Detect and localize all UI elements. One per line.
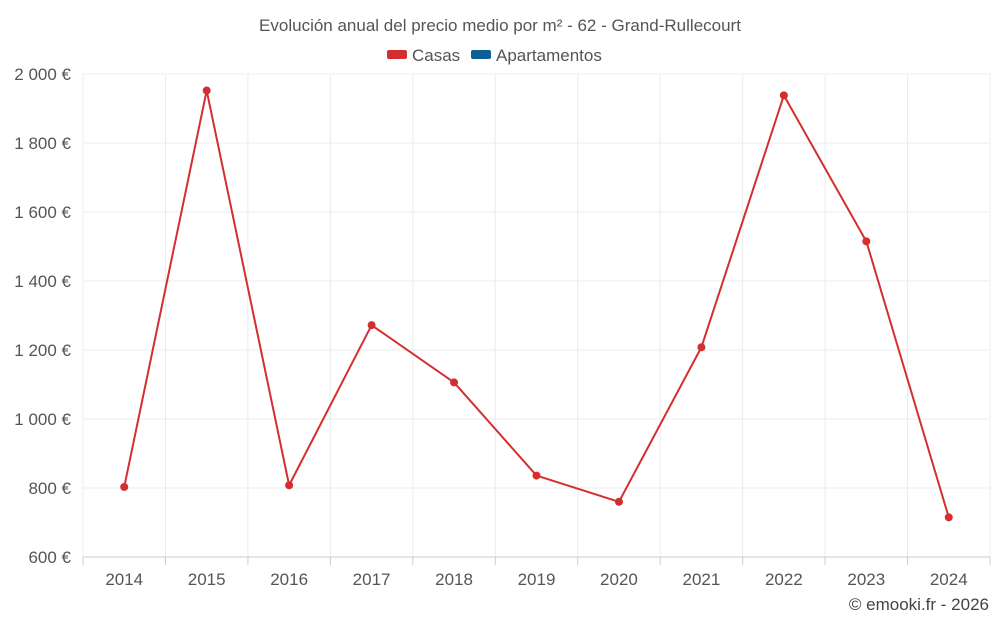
data-point [944, 513, 953, 522]
y-tick-label: 1 200 € [14, 341, 71, 360]
gridlines [82, 73, 991, 557]
data-point [614, 497, 623, 506]
data-point [779, 91, 788, 100]
x-tick-label: 2016 [270, 570, 308, 589]
data-point [697, 343, 706, 352]
legend-label-apartamentos: Apartamentos [496, 46, 602, 65]
y-tick-label: 1 400 € [14, 272, 71, 291]
x-tick-label: 2017 [353, 570, 391, 589]
x-tick-label: 2014 [105, 570, 143, 589]
legend-label-casas: Casas [412, 46, 460, 65]
y-tick-label: 600 € [28, 548, 71, 567]
data-point [285, 481, 294, 490]
series-layer [120, 86, 953, 522]
data-point [202, 86, 211, 95]
legend-item-apartamentos[interactable]: Apartamentos [471, 46, 602, 65]
x-tick-label: 2018 [435, 570, 473, 589]
data-point [120, 482, 129, 491]
x-tick-label: 2023 [847, 570, 885, 589]
data-point [862, 237, 871, 246]
credit-text: © emooki.fr - 2026 [849, 595, 989, 614]
x-tick-label: 2024 [930, 570, 968, 589]
x-tick-label: 2019 [518, 570, 556, 589]
x-axis: 2014 2015 2016 2017 2018 2019 2020 2021 2022 2023… [82, 556, 991, 589]
x-tick-label: 2022 [765, 570, 803, 589]
legend-swatch-apartamentos [471, 50, 491, 59]
chart-title: Evolución anual del precio medio por m² … [259, 16, 741, 35]
legend: Casas Apartamentos [387, 46, 602, 65]
x-tick-label: 2020 [600, 570, 638, 589]
data-point [532, 471, 541, 480]
y-axis: 600 € 800 € 1 000 € 1 200 € 1 400 € 1 600 € 1 … [14, 65, 71, 567]
legend-swatch-casas [387, 50, 407, 59]
legend-item-casas[interactable]: Casas [387, 46, 460, 65]
y-tick-label: 1 000 € [14, 410, 71, 429]
x-tick-label: 2015 [188, 570, 226, 589]
y-tick-label: 800 € [28, 479, 71, 498]
data-point [367, 321, 376, 330]
data-point [450, 378, 459, 387]
x-tick-label: 2021 [682, 570, 720, 589]
y-tick-label: 1 800 € [14, 134, 71, 153]
y-tick-label: 1 600 € [14, 203, 71, 222]
y-tick-label: 2 000 € [14, 65, 71, 84]
